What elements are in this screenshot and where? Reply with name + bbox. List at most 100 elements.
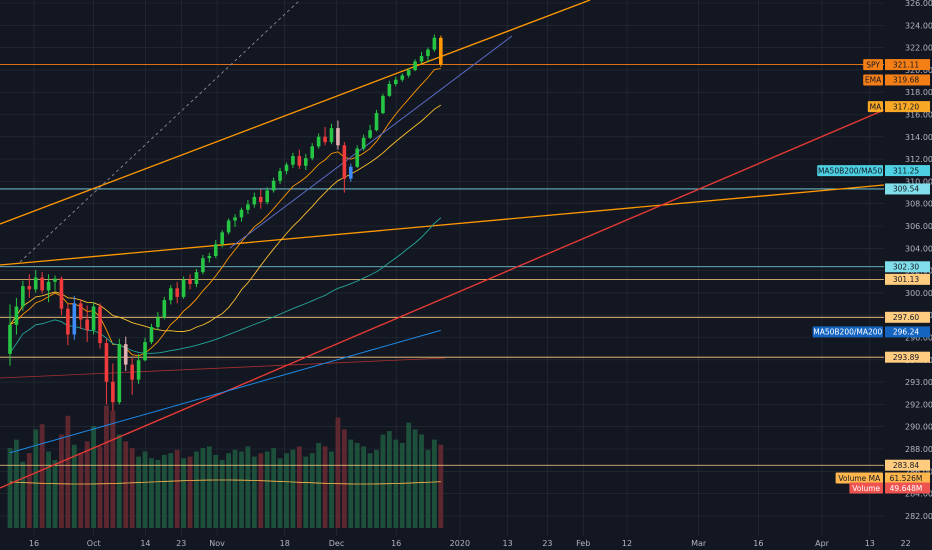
volume-bar xyxy=(213,454,219,528)
candle-body xyxy=(381,95,385,114)
volume-bar xyxy=(322,446,328,528)
red-trend-line xyxy=(0,109,885,489)
volume-bar xyxy=(329,451,334,528)
price-tick-label: 290.00 xyxy=(905,423,932,432)
volume-bar xyxy=(52,460,58,528)
time-tick-label: Mar xyxy=(691,539,707,548)
volume-bar xyxy=(374,449,379,528)
tag-value-box xyxy=(885,183,930,195)
volume-bar xyxy=(277,458,283,528)
candle-body xyxy=(78,303,83,320)
tag-value-box xyxy=(885,472,930,484)
candle-body xyxy=(368,130,372,138)
volume-bar xyxy=(129,448,135,528)
tag-value-box xyxy=(885,311,930,323)
candle-body xyxy=(291,156,295,165)
tag-value: 319.68 xyxy=(893,76,919,85)
candle-body xyxy=(400,75,405,80)
volume-bar xyxy=(59,434,64,528)
candle-body xyxy=(53,278,57,282)
price-tick-label: 296.00 xyxy=(905,334,932,343)
tag-value-box xyxy=(885,482,930,494)
tag-name: SPY xyxy=(866,60,880,69)
tag-value: 49.648M xyxy=(890,484,923,493)
time-tick-label: 2020 xyxy=(450,539,470,548)
volume-ma-tag: Volume MA 61.526M xyxy=(835,472,930,484)
price-tag: SPY 321.11 xyxy=(863,59,930,71)
price-tag: 297.60 xyxy=(885,311,930,323)
volume-bar xyxy=(425,449,431,528)
candle-body xyxy=(136,360,141,380)
tag-name-box xyxy=(863,74,883,86)
tag-value-box xyxy=(885,273,930,285)
volume-bar xyxy=(7,448,13,528)
volume-bar xyxy=(296,446,302,528)
tag-value: 283.84 xyxy=(893,461,919,470)
tag-value-box xyxy=(885,326,930,338)
price-tick-label: 282.00 xyxy=(905,512,932,521)
candle-body xyxy=(258,196,263,203)
candle-body xyxy=(162,300,167,318)
candle-body xyxy=(175,288,179,297)
dashed-fib-line xyxy=(19,0,301,263)
volume-bar xyxy=(71,444,77,528)
price-tick-label: 300.00 xyxy=(905,289,932,298)
volume-bar xyxy=(206,446,212,528)
ma50-line xyxy=(9,217,442,354)
price-tick-label: 326.00 xyxy=(905,0,932,8)
time-tick-label: 22 xyxy=(901,539,911,548)
candle-body xyxy=(239,209,244,218)
candle-body xyxy=(98,306,102,344)
mid-trend-line xyxy=(0,184,885,266)
candle-body xyxy=(387,84,392,96)
volume-bar xyxy=(232,449,238,528)
candle-body xyxy=(342,145,347,179)
time-tick-label: Feb xyxy=(576,539,590,548)
volume-bar xyxy=(258,453,264,528)
price-tick-label: 318.00 xyxy=(905,88,932,97)
tag-value-box xyxy=(885,261,930,273)
time-tick-label: Nov xyxy=(209,539,225,548)
candle-body xyxy=(394,79,398,85)
time-tick-label: Dec xyxy=(329,539,344,548)
grid xyxy=(0,0,906,536)
tag-name-box xyxy=(812,326,883,338)
volume-bar xyxy=(110,410,116,528)
volume-bar xyxy=(303,456,309,528)
price-tag: 309.54 xyxy=(885,183,930,195)
candle-body xyxy=(21,286,25,307)
candle-body xyxy=(361,137,366,149)
candle-body xyxy=(111,381,115,403)
price-tag: 301.13 xyxy=(885,273,930,285)
candle-body xyxy=(233,217,237,221)
candle-body xyxy=(156,317,160,327)
price-tick-label: 284.00 xyxy=(905,490,932,499)
volume-ma-line xyxy=(9,479,441,485)
candle-body xyxy=(149,326,154,343)
volume-bar xyxy=(361,446,367,528)
red-channel-line xyxy=(0,357,446,379)
time-axis[interactable]: 16 Oct 14 23 Nov 18 Dec 16 2020 13 23 Feb 12 Mar 16 Apr… xyxy=(29,539,911,548)
price-tick-label: 306.00 xyxy=(905,222,932,231)
time-tick-label: 23 xyxy=(176,539,186,548)
tag-value-box xyxy=(885,59,930,71)
volume-bar xyxy=(251,456,257,528)
price-tick-label: 304.00 xyxy=(905,244,932,253)
volume-bar xyxy=(431,439,437,528)
tag-value: 309.54 xyxy=(893,185,919,194)
price-tag: 302.30 xyxy=(885,261,930,273)
price-tag: 293.89 xyxy=(885,351,930,363)
volume-bar xyxy=(46,451,51,528)
volume-bar xyxy=(284,453,289,528)
volume-bar xyxy=(33,429,39,528)
volume-bar xyxy=(309,453,315,528)
time-axis-bg xyxy=(0,536,884,550)
volume-bar xyxy=(412,429,418,528)
candle-body xyxy=(117,344,122,403)
candle-body xyxy=(8,324,12,354)
candle-body xyxy=(85,319,89,331)
tag-name-box xyxy=(817,165,883,177)
volume-bar xyxy=(406,422,412,528)
